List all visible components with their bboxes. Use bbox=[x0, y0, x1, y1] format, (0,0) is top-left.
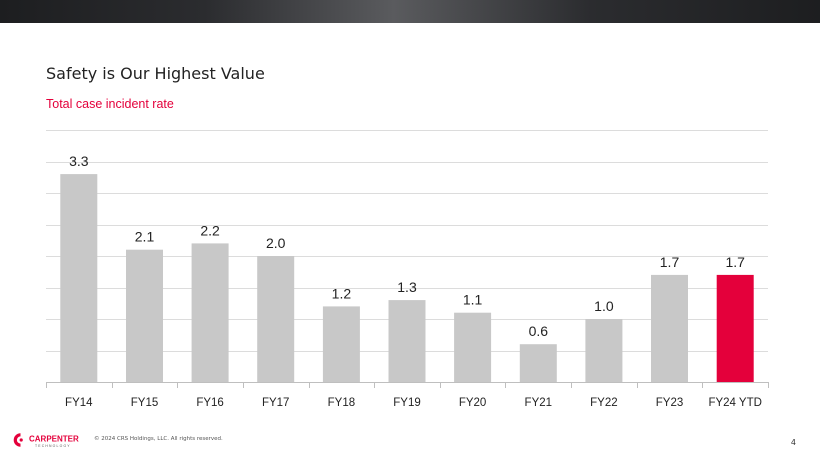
bar-fy22 bbox=[585, 319, 623, 382]
x-tick-label: FY14 bbox=[65, 397, 93, 409]
x-tick-label: FY16 bbox=[196, 397, 224, 409]
bars bbox=[60, 174, 754, 382]
x-tick-label: FY24 YTD bbox=[708, 397, 761, 409]
bar-fy20 bbox=[454, 312, 492, 382]
x-tick-label: FY20 bbox=[459, 397, 487, 409]
data-label: 2.2 bbox=[200, 222, 220, 238]
bar-fy21 bbox=[519, 344, 557, 382]
copyright-text: © 2024 CRS Holdings, LLC. All rights res… bbox=[94, 436, 223, 442]
data-label: 1.1 bbox=[463, 292, 483, 308]
bar-fy24-ytd bbox=[716, 274, 754, 382]
x-tick-label: FY18 bbox=[328, 397, 356, 409]
page-number: 4 bbox=[790, 438, 796, 447]
top-banner bbox=[0, 0, 820, 23]
logo-subtext: TECHNOLOGY bbox=[35, 444, 71, 448]
bar-fy18 bbox=[322, 306, 360, 382]
bar-fy19 bbox=[388, 300, 426, 382]
bar-fy14 bbox=[60, 174, 98, 382]
x-tick-label: FY21 bbox=[525, 397, 553, 409]
x-tick-label: FY19 bbox=[393, 397, 421, 409]
bar-fy16 bbox=[191, 243, 229, 382]
logo-wordmark: CARPENTER bbox=[29, 435, 79, 444]
bar-fy17 bbox=[257, 256, 295, 382]
data-label: 3.3 bbox=[69, 153, 89, 169]
data-label: 2.1 bbox=[135, 229, 155, 245]
x-tick-label: FY23 bbox=[656, 397, 684, 409]
data-label: 1.0 bbox=[594, 298, 614, 314]
x-tick-label: FY15 bbox=[131, 397, 159, 409]
x-tick-labels: FY14 FY15 FY16 FY17 FY18 FY19 FY20 FY21 FY22 FY23… bbox=[65, 397, 762, 409]
carpenter-logo-mark-icon bbox=[13, 433, 23, 447]
x-tick-label: FY17 bbox=[262, 397, 290, 409]
data-label: 1.7 bbox=[725, 254, 745, 270]
data-label: 2.0 bbox=[266, 235, 286, 251]
company-logo: CARPENTER TECHNOLOGY bbox=[13, 433, 79, 448]
data-label: 1.3 bbox=[397, 279, 417, 295]
data-label: 1.2 bbox=[332, 285, 352, 301]
x-tick-label: FY22 bbox=[590, 397, 618, 409]
bar-fy15 bbox=[126, 249, 163, 382]
data-label: 1.7 bbox=[660, 254, 680, 270]
data-labels: 3.3 2.1 2.2 2.0 1.2 1.3 1.1 0.6 1.0 1.7 1.7 bbox=[69, 153, 745, 339]
slide-title: Safety is Our Highest Value bbox=[46, 64, 265, 83]
chart-subtitle: Total case incident rate bbox=[46, 97, 174, 111]
bar-fy23 bbox=[651, 274, 688, 382]
data-label: 0.6 bbox=[529, 323, 549, 339]
